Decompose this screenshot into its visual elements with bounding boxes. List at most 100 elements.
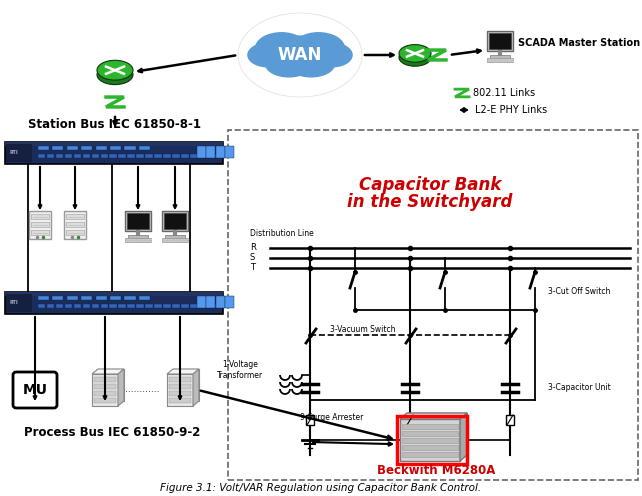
- Polygon shape: [460, 413, 467, 461]
- Bar: [127, 239, 130, 240]
- Ellipse shape: [97, 61, 133, 80]
- Bar: [167, 374, 193, 406]
- Text: Station Bus IEC 61850-8-1: Station Bus IEC 61850-8-1: [28, 119, 202, 131]
- Bar: [173, 239, 176, 240]
- Bar: [119, 304, 126, 308]
- Bar: [492, 61, 495, 62]
- Ellipse shape: [399, 45, 431, 62]
- Bar: [502, 59, 505, 60]
- Bar: [216, 296, 225, 308]
- Text: RTI: RTI: [9, 150, 18, 156]
- Bar: [139, 146, 150, 150]
- Bar: [66, 222, 84, 227]
- Bar: [6, 294, 32, 312]
- Bar: [101, 154, 108, 158]
- Bar: [5, 142, 223, 164]
- Bar: [92, 304, 99, 308]
- Bar: [169, 377, 191, 382]
- Bar: [92, 154, 99, 158]
- Bar: [406, 415, 414, 425]
- Ellipse shape: [288, 50, 334, 77]
- Bar: [66, 230, 84, 235]
- Polygon shape: [118, 369, 124, 406]
- Text: MU: MU: [22, 383, 48, 397]
- Bar: [38, 296, 49, 301]
- Ellipse shape: [266, 36, 334, 74]
- Text: L2-E PHY Links: L2-E PHY Links: [475, 105, 547, 115]
- Bar: [225, 296, 234, 308]
- Text: 802.11 Links: 802.11 Links: [473, 88, 535, 98]
- Bar: [169, 384, 191, 389]
- Bar: [145, 304, 153, 308]
- Bar: [67, 146, 78, 150]
- Bar: [65, 304, 72, 308]
- Bar: [183, 241, 186, 242]
- Bar: [140, 239, 143, 240]
- Bar: [164, 213, 186, 229]
- Text: Beckwith M6280A: Beckwith M6280A: [377, 463, 495, 477]
- Bar: [190, 154, 198, 158]
- Bar: [137, 239, 139, 240]
- Bar: [143, 239, 146, 240]
- Text: 3-Vacuum Switch: 3-Vacuum Switch: [330, 325, 395, 334]
- Bar: [177, 241, 179, 242]
- Bar: [94, 384, 116, 389]
- Bar: [407, 413, 467, 455]
- Bar: [81, 296, 92, 301]
- Bar: [5, 142, 223, 146]
- Bar: [402, 424, 458, 429]
- Bar: [400, 419, 460, 461]
- Text: S: S: [250, 253, 256, 262]
- Bar: [150, 239, 152, 240]
- Text: Capacitor Bank: Capacitor Bank: [359, 176, 501, 194]
- Bar: [489, 33, 511, 49]
- Text: 9-Surge Arrester: 9-Surge Arrester: [300, 414, 363, 423]
- Bar: [173, 369, 199, 401]
- Bar: [505, 59, 507, 60]
- Text: WAN: WAN: [278, 46, 322, 64]
- Bar: [402, 452, 458, 457]
- Bar: [83, 154, 90, 158]
- Bar: [208, 304, 216, 308]
- Bar: [199, 304, 207, 308]
- Polygon shape: [167, 369, 199, 374]
- Bar: [169, 391, 191, 396]
- Bar: [31, 230, 49, 235]
- Bar: [74, 154, 81, 158]
- Bar: [130, 241, 133, 242]
- Bar: [206, 296, 215, 308]
- Bar: [137, 241, 139, 242]
- Bar: [172, 154, 180, 158]
- Bar: [110, 146, 121, 150]
- Bar: [181, 304, 189, 308]
- Bar: [96, 296, 107, 301]
- Bar: [397, 416, 467, 464]
- Bar: [508, 61, 510, 62]
- Text: 3-Capacitor Unit: 3-Capacitor Unit: [548, 383, 611, 392]
- Bar: [487, 31, 513, 51]
- Bar: [94, 391, 116, 396]
- Bar: [489, 61, 492, 62]
- Text: in the Switchyard: in the Switchyard: [347, 193, 513, 211]
- Bar: [512, 61, 514, 62]
- Bar: [5, 292, 223, 297]
- Bar: [164, 239, 166, 240]
- Bar: [170, 239, 173, 240]
- Bar: [134, 241, 136, 242]
- Bar: [199, 154, 207, 158]
- Polygon shape: [193, 369, 199, 406]
- Bar: [492, 59, 495, 60]
- Bar: [177, 239, 179, 240]
- Bar: [512, 59, 514, 60]
- Bar: [172, 304, 180, 308]
- Bar: [180, 241, 182, 242]
- Bar: [163, 304, 171, 308]
- Bar: [216, 146, 225, 158]
- Bar: [490, 55, 510, 58]
- Bar: [66, 214, 84, 219]
- Bar: [31, 222, 49, 227]
- Bar: [496, 59, 498, 60]
- Ellipse shape: [399, 49, 431, 66]
- Bar: [170, 241, 173, 242]
- Text: SCADA Master Station: SCADA Master Station: [518, 38, 640, 48]
